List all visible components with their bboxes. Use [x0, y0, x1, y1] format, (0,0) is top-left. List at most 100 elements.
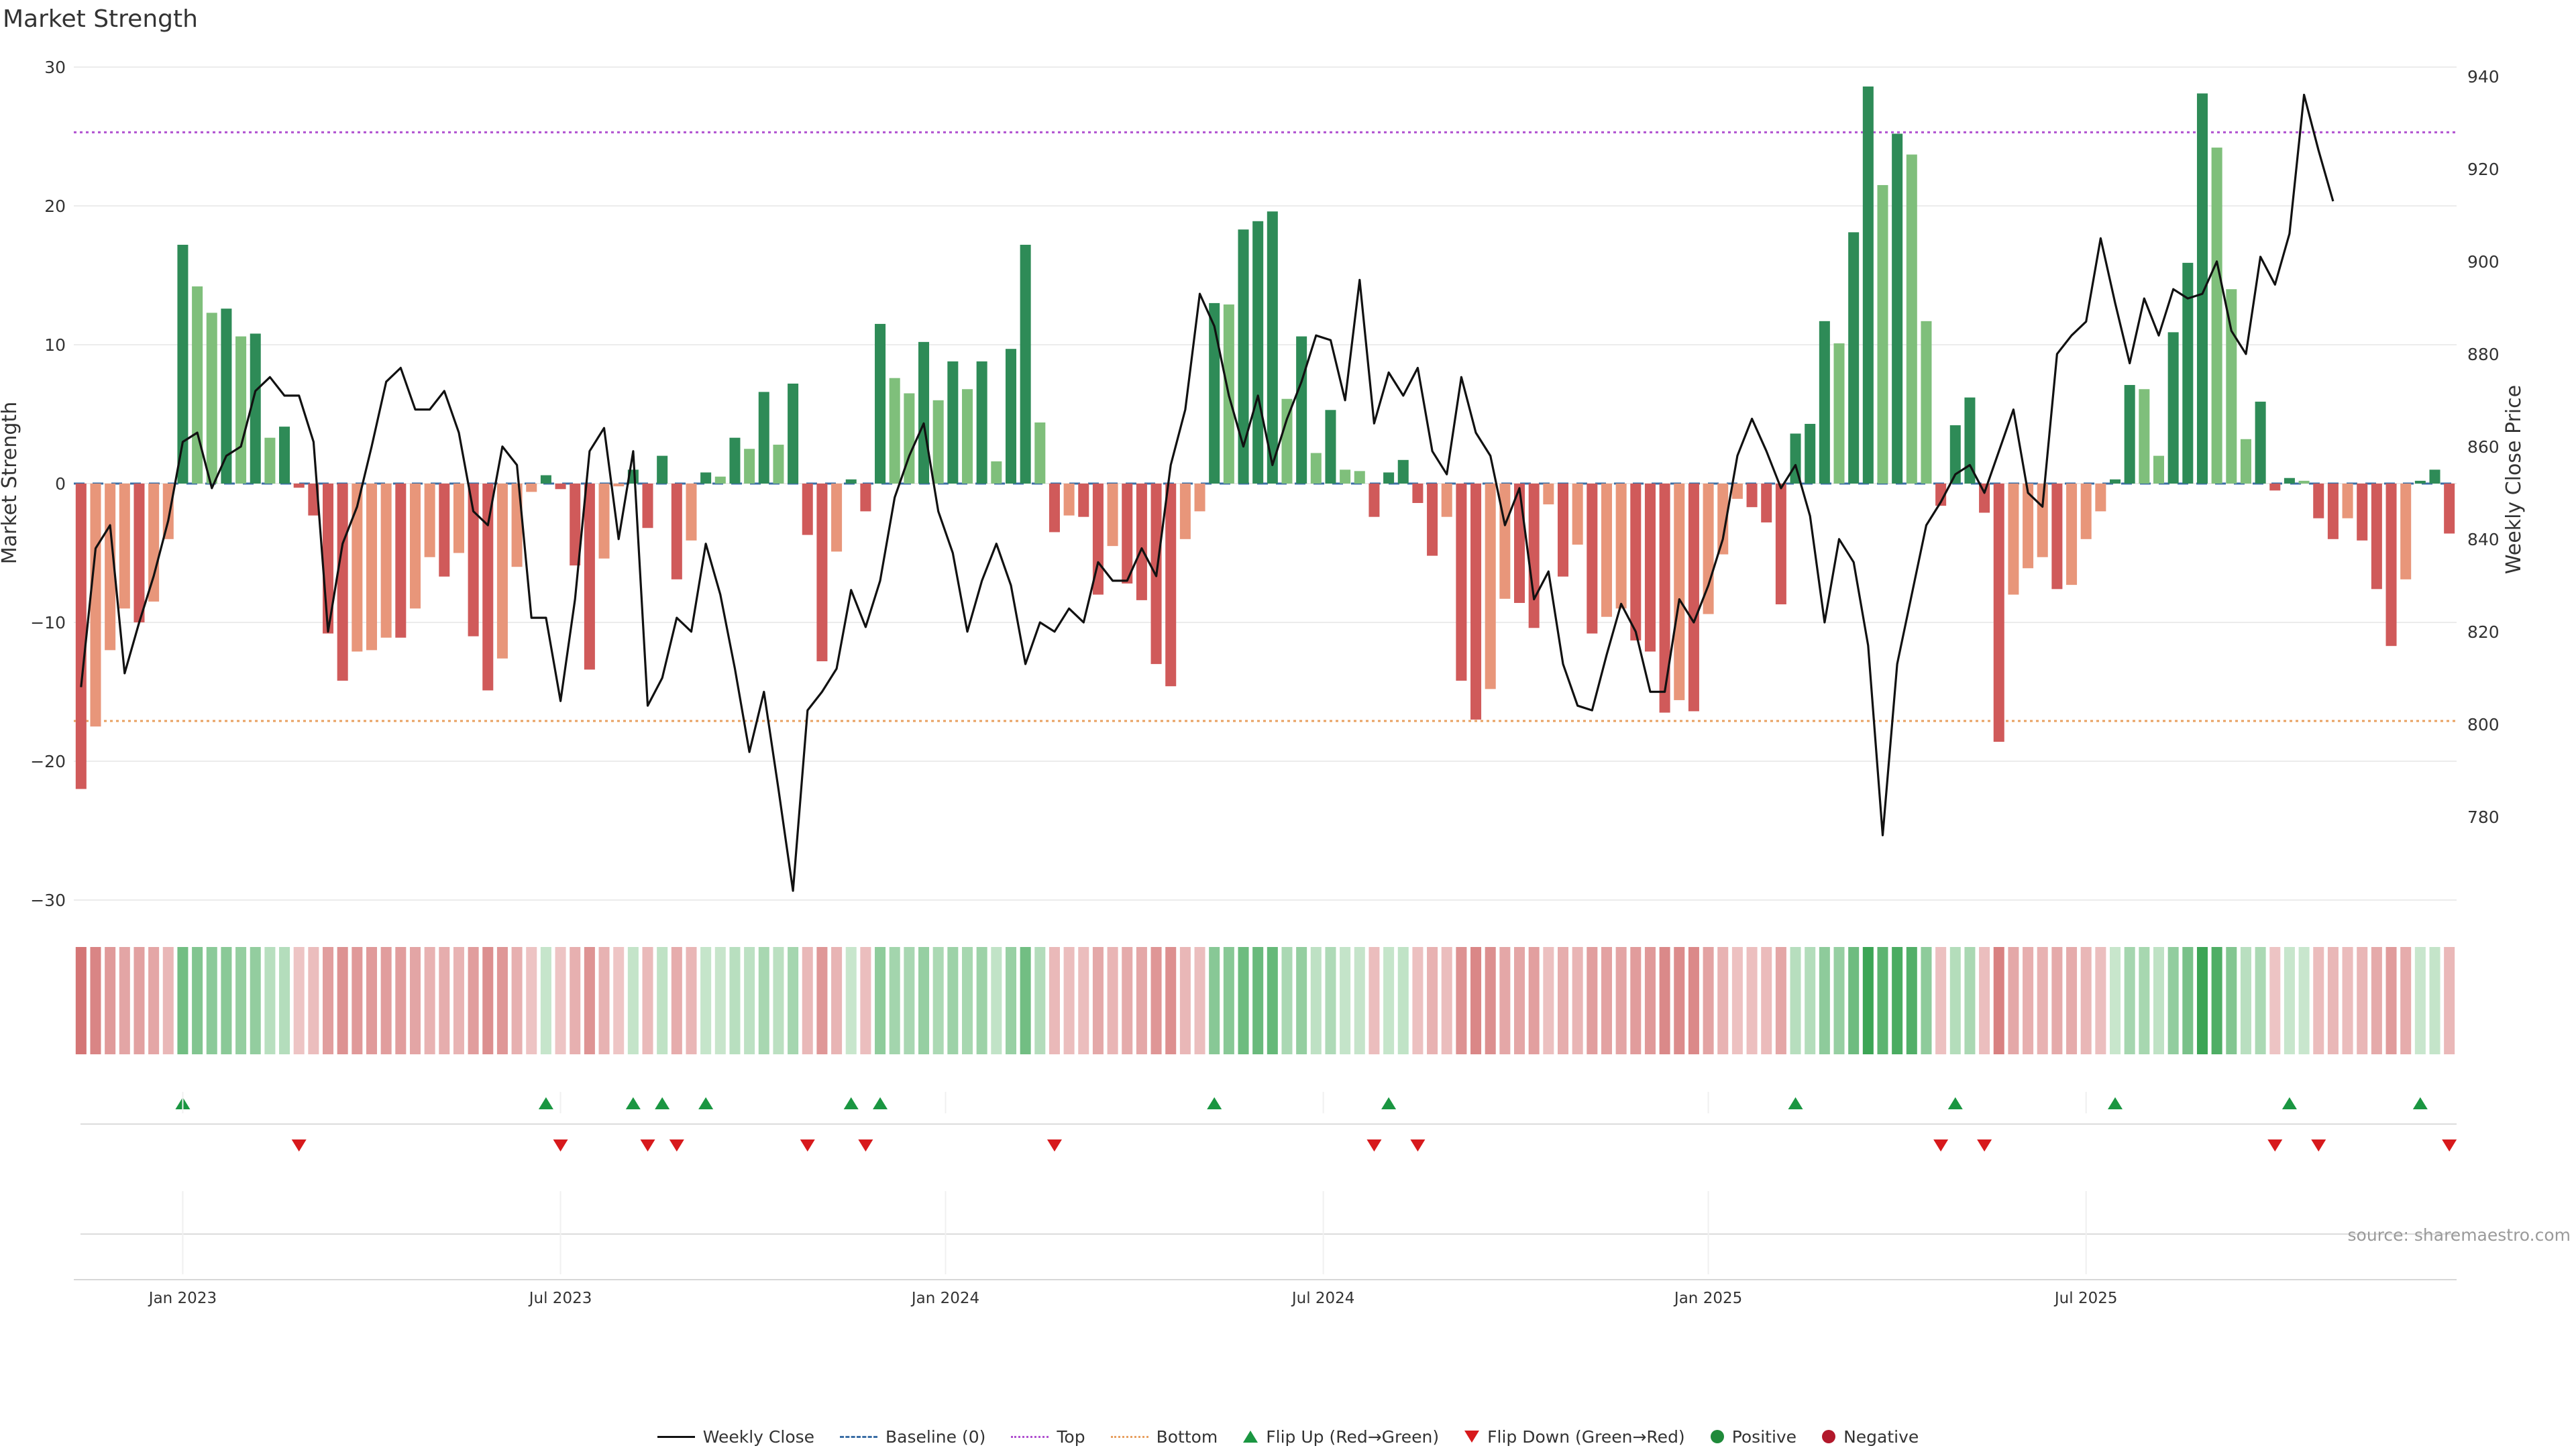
heat-cell: [1296, 947, 1307, 1054]
strength-bar: [1746, 484, 1758, 508]
heat-cell: [2110, 947, 2121, 1054]
strength-bar: [729, 437, 741, 484]
heat-cell: [2226, 947, 2237, 1054]
strength-bar: [788, 383, 799, 484]
flip-down-icon: [1046, 1139, 1062, 1152]
strength-bar: [1644, 484, 1656, 652]
legend-flip-down: Flip Down (Green→Red): [1464, 1427, 1685, 1447]
y2-tick-label: 840: [2467, 530, 2500, 549]
heat-cell: [2080, 947, 2092, 1054]
heat-cell: [409, 947, 421, 1054]
y2-tick-label: 900: [2467, 252, 2500, 272]
heat-cell: [947, 947, 959, 1054]
heat-cell: [1848, 947, 1860, 1054]
heat-cell: [1557, 947, 1569, 1054]
heat-cell: [2037, 947, 2048, 1054]
flip-up-icon: [698, 1097, 714, 1109]
heat-cell: [133, 947, 145, 1054]
date-axis: Jan 2023 Jul 2023 Jan 2024 Jul 2024 Jan 2025…: [74, 1092, 2457, 1307]
heat-cell: [845, 947, 857, 1054]
heat-cell: [555, 947, 566, 1054]
strength-bar: [424, 484, 435, 557]
flip-down-icon: [2442, 1139, 2457, 1152]
heat-cell: [1790, 947, 1801, 1054]
source-note: source: sharemaestro.com: [2348, 1225, 2571, 1245]
strength-bars: [75, 86, 2455, 789]
heat-cell: [598, 947, 610, 1054]
heat-cell: [2298, 947, 2310, 1054]
strength-bar: [2139, 389, 2150, 484]
price-line-layer: [80, 93, 2334, 892]
strength-bar: [686, 484, 697, 541]
strength-bar: [904, 393, 915, 484]
strength-bar: [540, 475, 551, 484]
flip-down-icon: [2267, 1139, 2283, 1152]
heat-cell: [395, 947, 407, 1054]
strength-bar: [453, 484, 464, 553]
strength-bar: [2066, 484, 2078, 585]
strength-bar: [1238, 229, 1249, 484]
heat-cell: [1238, 947, 1249, 1054]
heat-cell: [788, 947, 799, 1054]
strength-bar: [1078, 484, 1089, 517]
strength-bar: [2385, 484, 2397, 647]
y-tick-label: 20: [44, 197, 66, 216]
strength-bar: [468, 484, 479, 636]
heat-cell: [1688, 947, 1699, 1054]
flip-up-icon: [2282, 1097, 2297, 1109]
strength-bar: [700, 472, 712, 484]
flip-up-icon: [538, 1097, 553, 1109]
strength-bar: [279, 427, 290, 484]
heat-cell: [758, 947, 769, 1054]
strength-bar: [758, 392, 769, 484]
strength-bar: [264, 437, 276, 484]
heat-cell: [1456, 947, 1467, 1054]
heat-cell: [1601, 947, 1612, 1054]
strength-bar: [352, 484, 363, 652]
heat-cell: [1703, 947, 1714, 1054]
heat-cell: [511, 947, 523, 1054]
strength-bar: [105, 484, 116, 651]
heat-cell: [380, 947, 392, 1054]
date-tick-label: Jul 2023: [528, 1290, 592, 1307]
heat-cell: [1572, 947, 1583, 1054]
strength-bar: [1964, 397, 1976, 484]
strength-bar: [1020, 244, 1031, 484]
heat-cell: [657, 947, 668, 1054]
heat-cell: [700, 947, 712, 1054]
strength-bar: [2444, 484, 2455, 534]
strength-bar: [2429, 469, 2440, 484]
heat-cell: [468, 947, 479, 1054]
flip-down-icon: [291, 1139, 307, 1152]
heat-cell: [366, 947, 378, 1054]
heat-cell: [1587, 947, 1598, 1054]
strength-bar: [1499, 484, 1511, 599]
strength-bar: [889, 378, 900, 484]
heat-cell: [540, 947, 551, 1054]
heat-cell: [1063, 947, 1075, 1054]
heat-cell: [1397, 947, 1409, 1054]
strength-bar: [133, 484, 145, 622]
strength-bar: [1281, 398, 1293, 484]
strength-bar: [2095, 484, 2106, 512]
legend-label: Baseline (0): [885, 1427, 986, 1447]
heat-cell: [1005, 947, 1016, 1054]
heat-cell: [2269, 947, 2281, 1054]
heat-cell: [2095, 947, 2106, 1054]
strength-bar: [1833, 343, 1845, 484]
strength-bar: [1427, 484, 1438, 556]
strength-bar: [875, 323, 886, 484]
date-tick-label: Jan 2024: [910, 1290, 979, 1307]
y-tick-label: 10: [44, 335, 66, 355]
heat-cell: [2153, 947, 2165, 1054]
flip-up-icon: [1788, 1097, 1803, 1109]
strength-bar: [714, 476, 726, 484]
strength-bar: [671, 484, 682, 579]
strength-bar: [366, 484, 378, 651]
heat-cell: [1368, 947, 1380, 1054]
heat-cell: [1746, 947, 1758, 1054]
strength-bar: [1587, 484, 1598, 634]
strength-bar: [1615, 484, 1627, 609]
legend-label: Top: [1057, 1427, 1085, 1447]
heat-cell: [235, 947, 247, 1054]
